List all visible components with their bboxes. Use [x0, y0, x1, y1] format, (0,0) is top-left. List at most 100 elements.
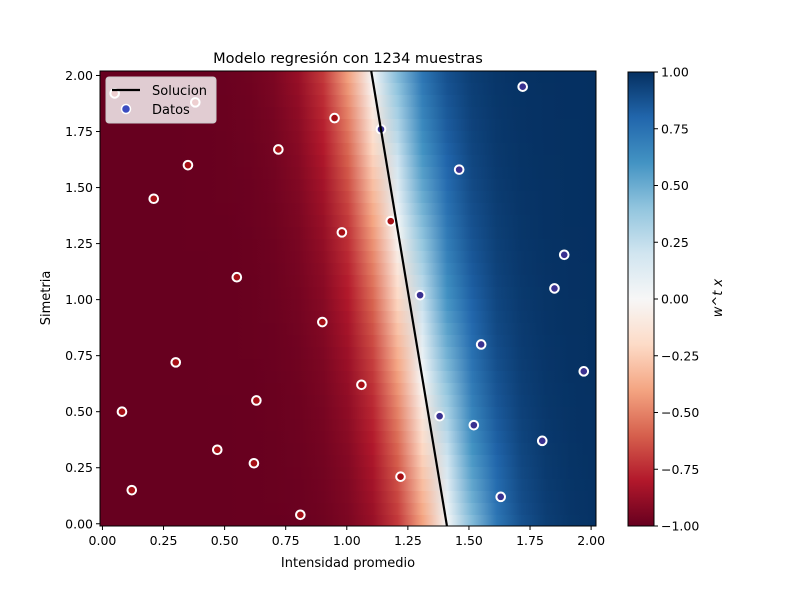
legend: Solucion Datos [105, 76, 217, 124]
decision-field [100, 71, 596, 526]
data-point [248, 457, 260, 469]
legend-label-solucion: Solucion [152, 84, 207, 99]
field-band [100, 83, 596, 96]
data-point [231, 271, 243, 283]
data-point [329, 112, 340, 124]
data-point [475, 339, 487, 350]
data-point [517, 81, 528, 92]
colorbar-tick-label: 0.75 [661, 121, 689, 136]
data-point [336, 227, 348, 238]
data-point [182, 159, 194, 171]
x-tick-label: 1.00 [333, 533, 361, 548]
field-band [100, 431, 596, 444]
field-band [100, 347, 596, 360]
y-tick-label: 1.00 [65, 292, 93, 307]
field-band [100, 143, 596, 156]
field-band [100, 251, 596, 264]
field-band [100, 299, 596, 312]
x-axis: 0.00 0.25 0.50 0.75 1.00 1.25 1.50 1.75 2.00 [89, 526, 605, 548]
y-axis: 0.00 0.25 0.50 0.75 1.00 1.25 1.50 1.75 2.00 [65, 68, 100, 531]
field-band [100, 443, 596, 456]
data-point [558, 249, 570, 261]
field-band [100, 167, 596, 180]
solution-line [370, 71, 449, 526]
field-band [100, 467, 596, 480]
data-point [356, 379, 367, 391]
field-band [100, 131, 596, 144]
legend-marker-swatch [120, 103, 132, 115]
field-band [100, 71, 596, 84]
field-band [100, 239, 596, 252]
y-tick-label: 1.75 [65, 124, 93, 139]
legend-label-datos: Datos [152, 103, 190, 118]
field-band [100, 107, 596, 120]
data-point [395, 471, 406, 482]
data-point [126, 484, 138, 496]
colorbar-tick-label: −0.75 [661, 462, 699, 477]
x-tick-label: 1.50 [455, 533, 483, 548]
plot-frame [99, 70, 597, 527]
colorbar-tick-label: 0.50 [661, 178, 689, 193]
field-band [100, 383, 596, 396]
x-tick-label: 0.50 [211, 533, 239, 548]
field-band [100, 395, 596, 408]
data-point [170, 357, 182, 368]
field-band [100, 215, 596, 228]
y-tick-label: 0.00 [65, 516, 93, 531]
colorbar-ticks: 1.00 0.75 0.50 0.25 0.00 −0.25 −0.50 −0.75 −1.00 [654, 65, 699, 534]
field-band [100, 119, 596, 132]
x-tick-label: 1.75 [516, 533, 544, 548]
field-band [100, 371, 596, 384]
field-band [100, 455, 596, 468]
field-band [100, 227, 596, 240]
x-axis-label: Intensidad promedio [281, 556, 415, 571]
data-point [295, 509, 306, 521]
data-point [453, 164, 465, 175]
colorbar-tick-label: −1.00 [661, 519, 699, 534]
field-band [100, 287, 596, 300]
colorbar-tick-label: 0.25 [661, 235, 689, 250]
x-tick-label: 0.00 [89, 533, 117, 548]
field-band [100, 263, 596, 276]
field-band [100, 191, 596, 204]
data-point [116, 406, 128, 417]
data-point [414, 289, 426, 301]
field-band [100, 503, 596, 516]
data-point [273, 144, 284, 155]
legend-box [105, 76, 217, 124]
field-band [100, 407, 596, 420]
field-band [100, 275, 596, 288]
colorbar: 1.00 0.75 0.50 0.25 0.00 −0.25 −0.50 −0.75 −1.00… [627, 65, 726, 534]
field-band [100, 359, 596, 372]
field-band [100, 479, 596, 492]
y-tick-label: 1.50 [65, 180, 93, 195]
data-point [578, 366, 590, 377]
x-tick-label: 1.25 [394, 533, 422, 548]
field-band [100, 323, 596, 336]
colorbar-tick-label: 1.00 [661, 65, 689, 80]
colorbar-tick-label: −0.25 [661, 348, 699, 363]
field-band [100, 179, 596, 192]
chart-title: Modelo regresión con 1234 muestras [213, 51, 483, 67]
field-band [100, 491, 596, 504]
field-band [100, 203, 596, 216]
colorbar-label: w^t x [711, 278, 726, 317]
field-band [100, 95, 596, 108]
y-tick-label: 1.25 [65, 236, 93, 251]
data-point [211, 444, 223, 456]
colorbar-tick-label: −0.50 [661, 405, 699, 420]
field-band [100, 515, 596, 526]
field-band [100, 335, 596, 348]
y-tick-label: 2.00 [65, 68, 93, 83]
y-tick-label: 0.25 [65, 460, 93, 475]
field-band [100, 419, 596, 432]
x-tick-label: 0.75 [272, 533, 300, 548]
x-tick-label: 2.00 [577, 533, 605, 548]
y-tick-label: 0.75 [65, 348, 93, 363]
colorbar-gradient [627, 71, 655, 527]
data-point [317, 316, 328, 328]
colorbar-tick-label: 0.00 [661, 292, 689, 307]
plot-area [100, 71, 596, 526]
field-band [100, 311, 596, 324]
